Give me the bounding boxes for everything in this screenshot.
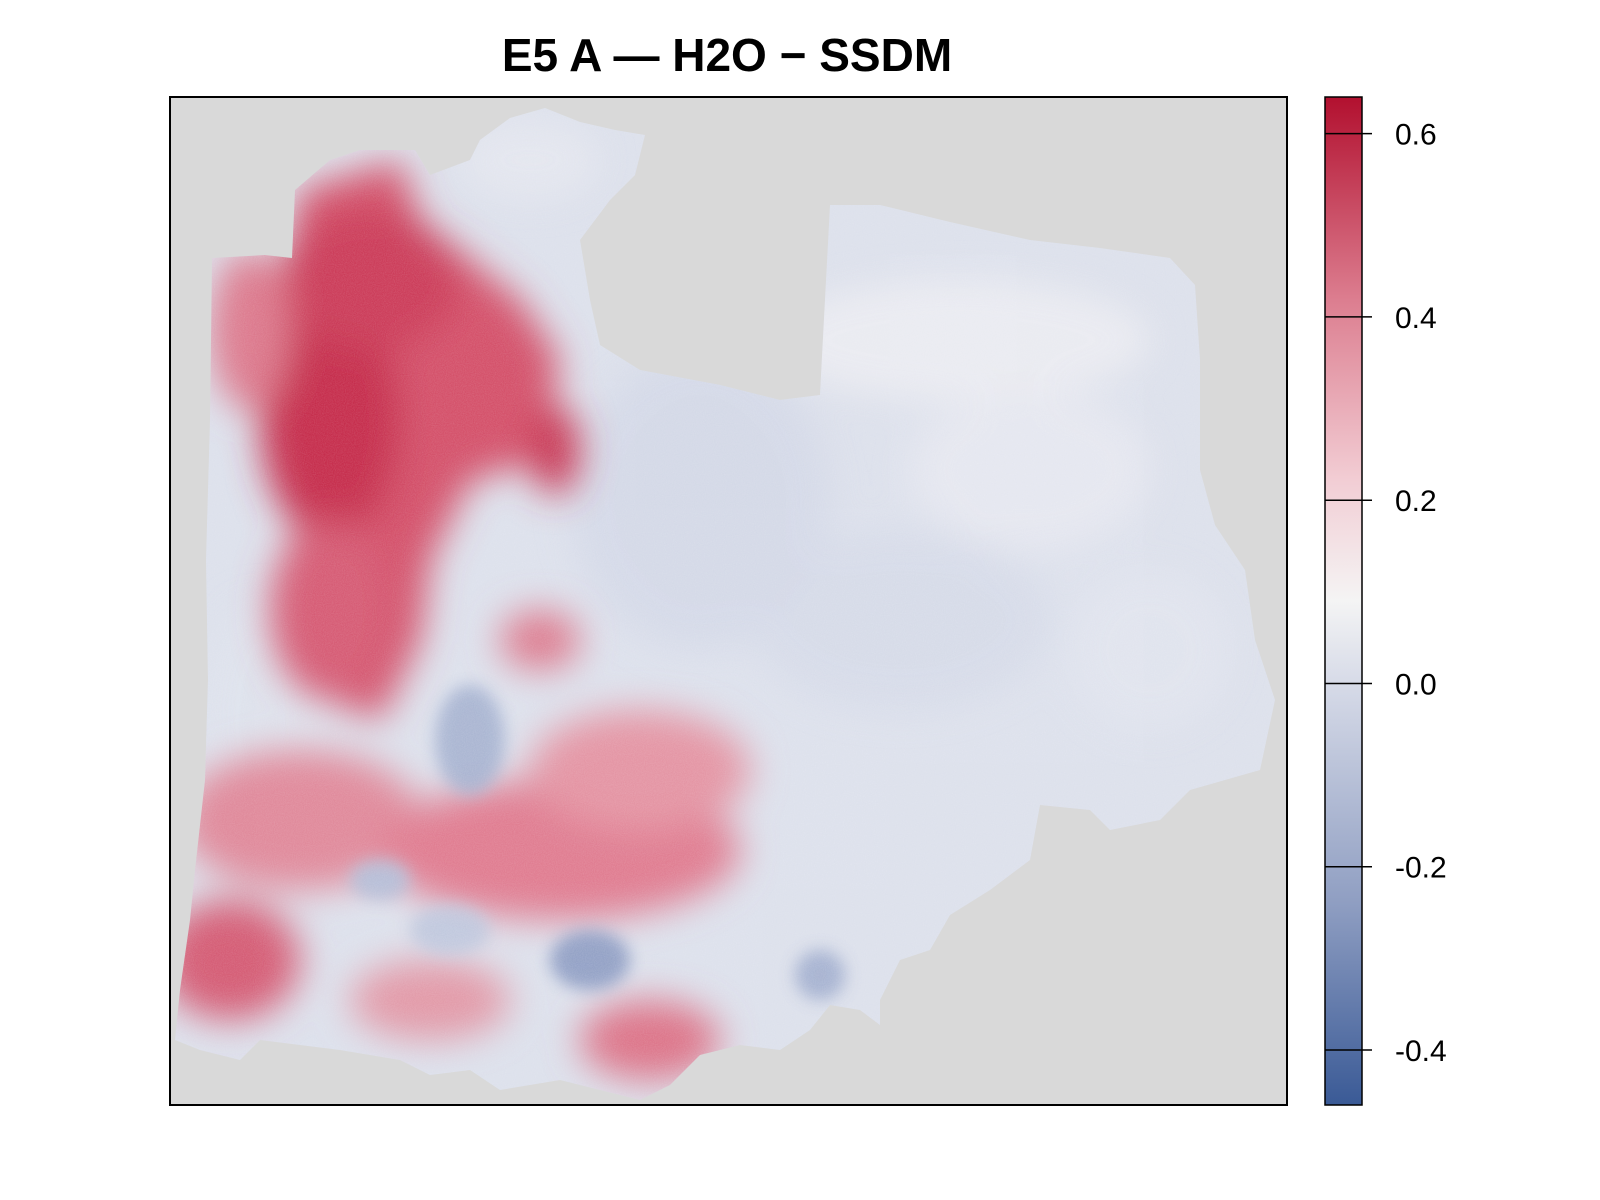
legend: 0.6 0.4 0.2 0.0 -0.2 -0.4: [1324, 96, 1447, 1106]
map-frame: [169, 96, 1288, 1106]
map-title: E5 A — H2O − SSDM: [501, 29, 953, 81]
legend-tick-label: 0.2: [1395, 485, 1437, 518]
study-area-raster: [175, 108, 1275, 1100]
legend-tick-label: 0.6: [1395, 119, 1437, 152]
legend-tick-label: 0.4: [1395, 302, 1437, 335]
legend-tick-label: -0.2: [1395, 852, 1447, 885]
legend-colorbar: [1324, 96, 1363, 1106]
legend-tick-label: -0.4: [1395, 1035, 1447, 1068]
legend-tick-label: 0.0: [1395, 668, 1437, 701]
